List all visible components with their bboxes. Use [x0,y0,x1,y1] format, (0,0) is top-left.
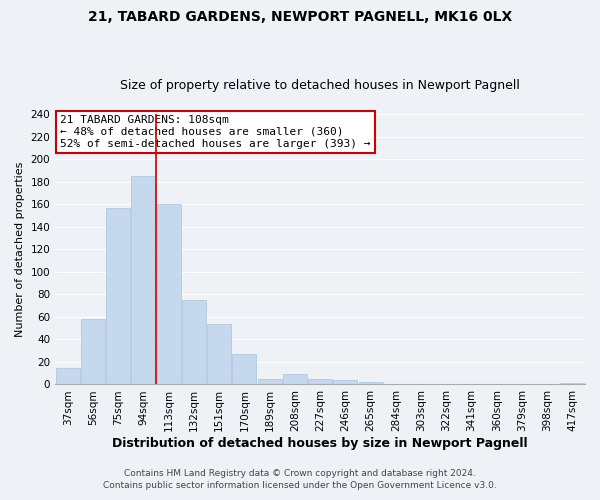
Bar [334,380,357,384]
Title: Size of property relative to detached houses in Newport Pagnell: Size of property relative to detached ho… [120,79,520,92]
Bar [257,379,281,384]
X-axis label: Distribution of detached houses by size in Newport Pagnell: Distribution of detached houses by size … [112,437,528,450]
Text: Contains HM Land Registry data © Crown copyright and database right 2024.
Contai: Contains HM Land Registry data © Crown c… [103,468,497,490]
Bar [308,379,332,384]
Text: 21 TABARD GARDENS: 108sqm
← 48% of detached houses are smaller (360)
52% of semi: 21 TABARD GARDENS: 108sqm ← 48% of detac… [61,116,371,148]
Bar [106,208,130,384]
Bar [56,368,80,384]
Bar [182,300,206,384]
Text: 21, TABARD GARDENS, NEWPORT PAGNELL, MK16 0LX: 21, TABARD GARDENS, NEWPORT PAGNELL, MK1… [88,10,512,24]
Bar [207,324,231,384]
Bar [359,382,383,384]
Y-axis label: Number of detached properties: Number of detached properties [15,162,25,337]
Bar [283,374,307,384]
Bar [131,176,155,384]
Bar [232,354,256,384]
Bar [81,319,105,384]
Bar [157,204,181,384]
